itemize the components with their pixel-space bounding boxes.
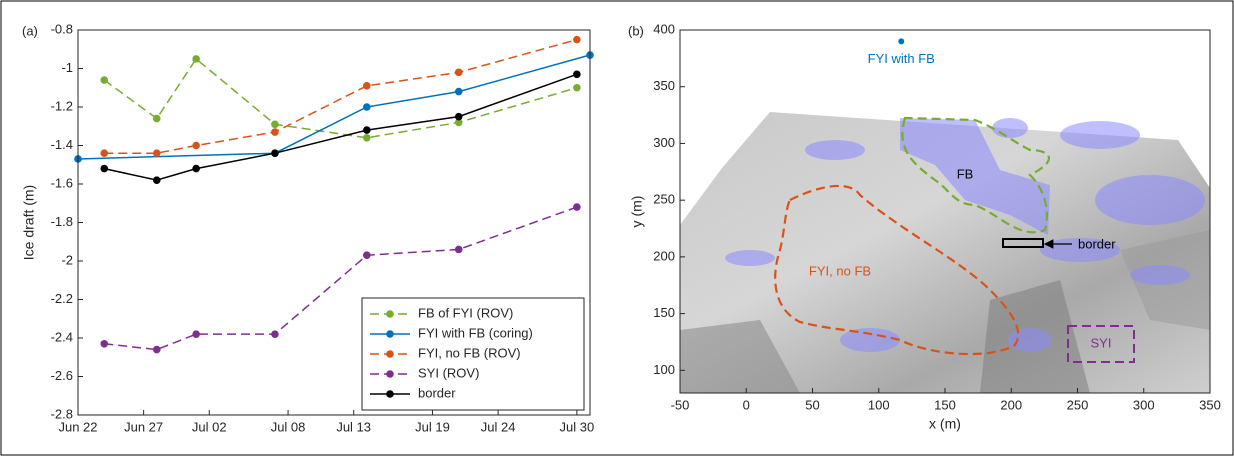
x-tick-label: Jul 19	[415, 419, 450, 434]
data-point	[573, 83, 581, 92]
legend-marker	[386, 330, 394, 338]
data-point	[363, 103, 371, 111]
legend-label: FYI, no FB (ROV)	[418, 345, 521, 360]
data-point	[454, 112, 463, 121]
legend-label: border	[418, 385, 456, 400]
legend-marker	[386, 390, 394, 398]
data-point	[573, 70, 581, 79]
y-tick-label: -0.8	[51, 21, 73, 36]
x-tick-label: Jun 27	[124, 419, 163, 434]
y-tick-label: -1.2	[51, 98, 73, 113]
y-axis-label: Ice draft (m)	[21, 185, 37, 260]
x-tick-label: 0	[743, 397, 750, 412]
annotation: FB	[957, 166, 974, 181]
annotation: border	[1078, 236, 1116, 251]
y-tick-label: 350	[653, 78, 675, 93]
x-tick-label: Jul 08	[271, 419, 306, 434]
axes-box	[679, 29, 1211, 394]
y-tick-label: -2.8	[51, 406, 73, 421]
data-point	[100, 149, 109, 157]
data-point	[271, 149, 279, 157]
axes-box	[77, 29, 591, 416]
data-point	[271, 330, 279, 338]
y-tick-label: -2.6	[51, 368, 73, 383]
x-tick-label: 350	[1199, 397, 1221, 412]
x-tick-label: Jul 24	[481, 419, 516, 434]
data-point	[573, 203, 581, 211]
x-tick-label: 100	[868, 397, 890, 412]
legend-label: FYI with FB (coring)	[418, 325, 533, 340]
data-point	[152, 114, 161, 123]
panel-label: (b)	[628, 23, 644, 38]
data-point	[454, 87, 463, 96]
y-tick-label: 300	[653, 135, 675, 150]
x-tick-label: Jul 30	[560, 419, 595, 434]
legend-marker	[386, 310, 394, 318]
y-tick-label: 100	[653, 362, 675, 377]
y-tick-label: -2.2	[51, 291, 73, 306]
x-tick-label: 200	[1000, 397, 1022, 412]
data-point	[192, 164, 200, 173]
y-tick-label: 400	[653, 21, 675, 36]
legend-marker	[386, 350, 394, 358]
data-point	[192, 141, 200, 150]
data-point	[100, 339, 109, 348]
data-point	[454, 118, 463, 127]
y-tick-label: 200	[653, 248, 675, 263]
data-point	[100, 76, 109, 84]
data-point	[363, 126, 371, 134]
legend-label: FB of FYI (ROV)	[418, 305, 513, 320]
data-point	[363, 82, 371, 90]
annotation: SYI	[1091, 335, 1112, 350]
data-point	[271, 128, 279, 136]
y-tick-label: -1.8	[51, 214, 73, 229]
y-tick-label: -2	[61, 252, 73, 267]
x-tick-label: 300	[1133, 397, 1155, 412]
x-tick-label: 150	[934, 397, 956, 412]
y-tick-label: -1	[61, 60, 73, 75]
map-image	[680, 112, 1210, 393]
x-tick-label: Jul 13	[336, 419, 371, 434]
legend-label: SYI (ROV)	[418, 365, 479, 380]
panel-label: (a)	[22, 23, 38, 38]
data-point	[152, 176, 161, 184]
legend-marker	[386, 370, 394, 378]
data-point	[573, 35, 581, 44]
data-point	[192, 55, 200, 63]
point-label: FYI with FB	[868, 51, 935, 66]
data-point	[454, 68, 463, 77]
y-axis-label: y (m)	[629, 196, 645, 228]
data-point	[152, 149, 161, 157]
y-tick-label: 150	[653, 305, 675, 320]
x-tick-label: Jul 02	[192, 419, 227, 434]
x-tick-label: 250	[1067, 397, 1089, 412]
y-tick-label: -2.4	[51, 329, 73, 344]
y-tick-label: 250	[653, 192, 675, 207]
data-point	[152, 345, 161, 354]
y-tick-label: -1.4	[51, 137, 73, 152]
data-point	[192, 330, 200, 338]
data-point	[454, 245, 463, 254]
x-tick-label: -50	[671, 397, 690, 412]
data-point	[363, 134, 371, 142]
data-point	[898, 38, 905, 45]
x-tick-label: Jun 22	[58, 419, 97, 434]
x-axis-label: x (m)	[929, 416, 961, 432]
data-point	[363, 251, 371, 260]
y-tick-label: -1.6	[51, 175, 73, 190]
x-tick-label: 50	[805, 397, 819, 412]
annotation: FYI, no FB	[809, 263, 871, 278]
data-point	[100, 164, 109, 173]
data-point	[271, 120, 279, 129]
